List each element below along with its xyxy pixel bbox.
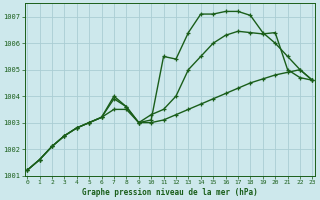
X-axis label: Graphe pression niveau de la mer (hPa): Graphe pression niveau de la mer (hPa) <box>82 188 258 197</box>
